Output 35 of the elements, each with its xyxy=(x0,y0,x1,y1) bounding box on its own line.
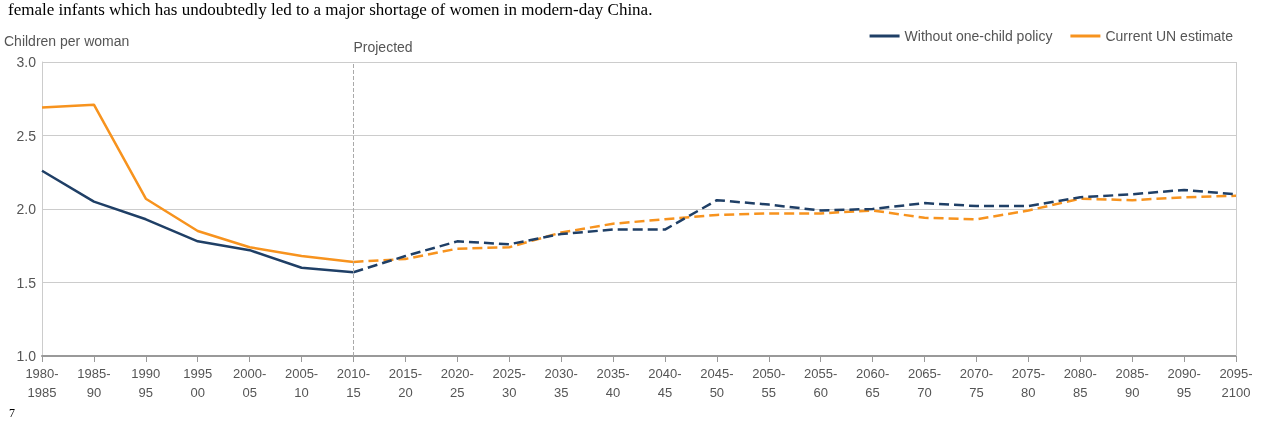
x-tick-label: 1995 00 xyxy=(183,366,213,400)
x-tick-label: 2040- 45 xyxy=(648,366,682,400)
ref-line-label: Projected xyxy=(353,39,413,55)
x-tick-label: 2045- 50 xyxy=(700,366,734,400)
x-tick-label: 2065- 70 xyxy=(907,366,942,400)
x-tick-label: 2025- 30 xyxy=(492,366,526,400)
x-tick-label: 1990 95 xyxy=(131,366,161,400)
y-tick-label: 2.5 xyxy=(16,127,37,144)
x-tick-label: 2050- 55 xyxy=(752,366,786,400)
x-tick-label: 2075- 80 xyxy=(1011,366,1045,400)
x-tick-label: 2070- 75 xyxy=(959,366,994,400)
x-tick-label: 2095- 2100 xyxy=(1219,366,1253,400)
y-axis-title: Children per woman xyxy=(4,33,130,49)
x-tick-label: 2035- 40 xyxy=(596,366,630,400)
text: female infants which has undoubtedly led to a major shortage of women in modern-day China. xyxy=(8,0,653,19)
x-tick-label: 2090- 95 xyxy=(1167,366,1201,400)
x-tick-label: 2080- 85 xyxy=(1063,366,1097,400)
x-tick-label: 2005- 10 xyxy=(284,366,319,400)
x-tick-label: 2010- 15 xyxy=(336,366,371,400)
text: 7 xyxy=(9,406,15,420)
legend-label: Without one-child policy xyxy=(904,28,1053,44)
x-tick-label: 2030- 35 xyxy=(544,366,578,400)
y-tick-label: 1.0 xyxy=(16,348,37,364)
x-tick-label: 2015- 20 xyxy=(388,366,423,400)
x-tick-label: 2020- 25 xyxy=(440,366,474,400)
y-tick-label: 3.0 xyxy=(16,54,37,70)
y-tick-label: 2.0 xyxy=(16,201,37,217)
x-tick-label: 2085- 90 xyxy=(1115,366,1149,400)
y-tick-label: 1.5 xyxy=(16,274,37,291)
x-tick-label: 2060- 65 xyxy=(855,366,890,400)
x-tick-label: 1985- 90 xyxy=(77,366,111,400)
legend-label: Current UN estimate xyxy=(1105,28,1234,44)
x-tick-label: 2055- 60 xyxy=(804,366,838,400)
x-tick-label: 1980- 1985 xyxy=(25,366,59,400)
x-tick-label: 2000- 05 xyxy=(233,366,267,400)
